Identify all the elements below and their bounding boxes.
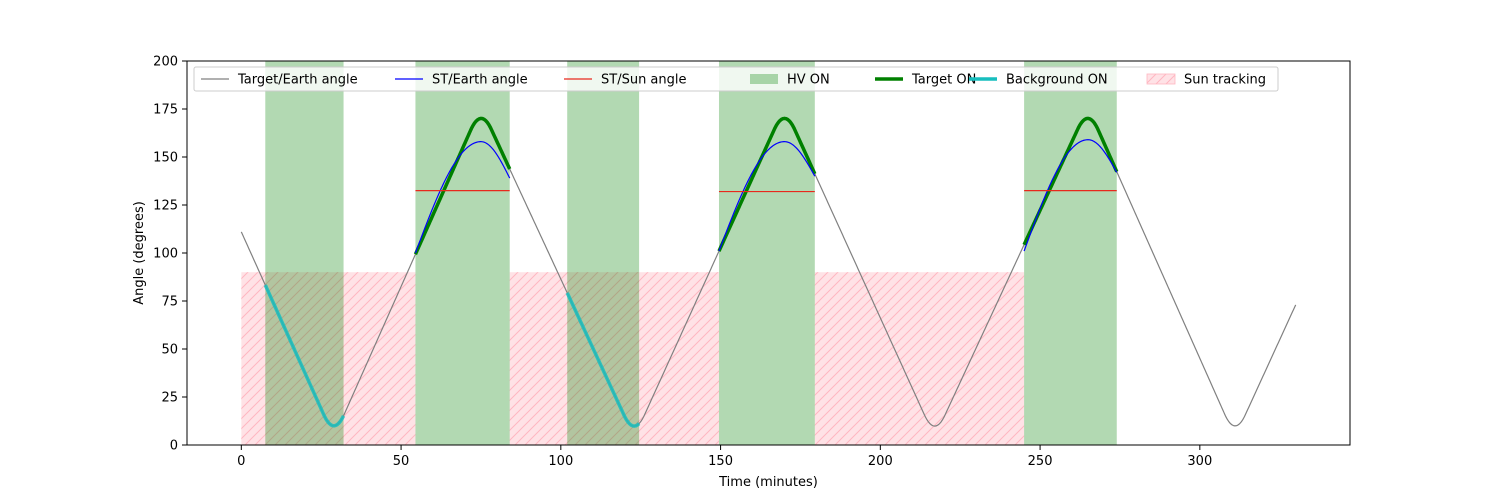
sun-tracking-hatch: [509, 272, 719, 445]
x-tick-label: 150: [708, 454, 733, 469]
hv-on-span: [415, 61, 510, 445]
x-tick-label: 250: [1028, 454, 1053, 469]
hv-on-layer: [265, 61, 1117, 445]
x-axis-label: Time (minutes): [718, 475, 818, 490]
sun-tracking-hatch: [814, 272, 1025, 445]
axes-layer: 0 50 100 150 200 250 300 0 25 50 75 100 125 150 175 200: [153, 55, 1212, 470]
y-tick-label: 0: [170, 439, 178, 454]
x-tick-label: 300: [1187, 454, 1212, 469]
x-tick-label: 0: [237, 454, 245, 469]
legend-label: Background ON: [1006, 73, 1108, 88]
legend: Target/Earth angle ST/Earth angle ST/Sun a…: [193, 66, 1279, 92]
hv-on-span: [567, 61, 640, 445]
x-tick-label: 50: [393, 454, 410, 469]
y-tick-label: 25: [161, 391, 178, 406]
target-on-line: [413, 116, 512, 255]
sun-tracking-layer: [241, 272, 1025, 445]
hv-on-span: [265, 61, 344, 445]
y-tick-label: 150: [153, 151, 178, 166]
legend-label: ST/Sun angle: [601, 73, 687, 88]
sun-tracking-hatch: [241, 272, 416, 445]
y-tick-label: 200: [153, 55, 178, 70]
background-on-line: [263, 284, 346, 428]
x-tick-label: 200: [868, 454, 893, 469]
legend-box: [193, 66, 1279, 92]
legend-hatch-pattern: [1147, 74, 1175, 84]
st-earth-angle-line: [718, 141, 816, 252]
legend-label: Sun tracking: [1184, 73, 1266, 88]
x-tick-label: 100: [548, 454, 573, 469]
legend-patch-marker: [750, 74, 778, 84]
hv-on-span: [718, 61, 815, 445]
lines-layer: [240, 116, 1297, 428]
hv-on-span: [1024, 61, 1117, 445]
y-tick-label: 175: [153, 103, 178, 118]
y-tick-label: 50: [161, 343, 178, 358]
y-tick-label: 100: [153, 247, 178, 262]
y-tick-label: 125: [153, 199, 178, 214]
target-on-line: [717, 116, 817, 252]
st-earth-angle-line: [414, 141, 511, 254]
legend-label: Target/Earth angle: [237, 73, 358, 88]
y-tick-label: 75: [161, 295, 178, 310]
legend-label: Target ON: [911, 73, 976, 88]
y-axis-label: Angle (degrees): [132, 201, 147, 305]
background-on-line: [565, 292, 641, 428]
legend-label: HV ON: [787, 73, 830, 88]
legend-label: ST/Earth angle: [432, 73, 528, 88]
st-earth-angle-line: [1023, 139, 1118, 252]
